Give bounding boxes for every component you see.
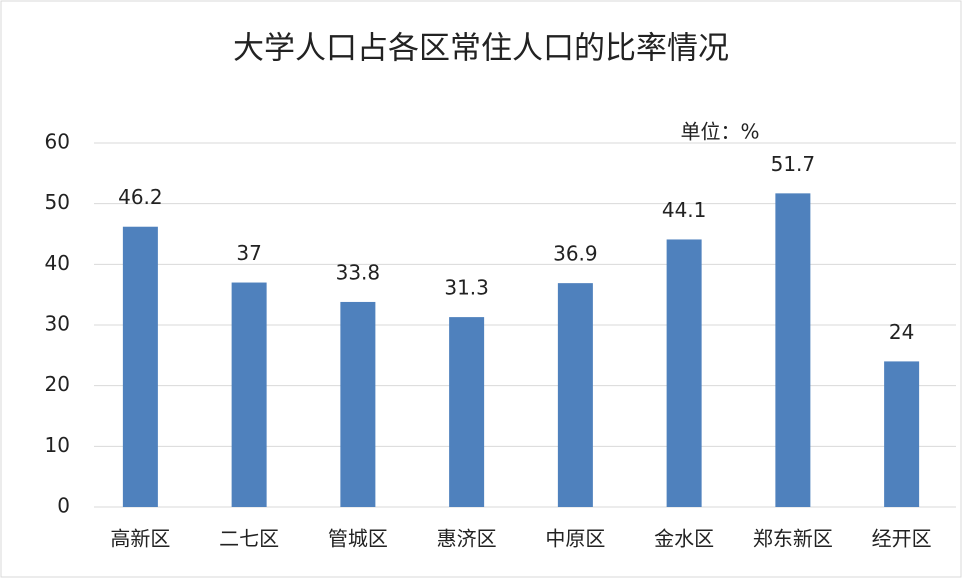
data-label: 31.3	[444, 276, 489, 300]
data-label: 51.7	[771, 152, 816, 176]
data-label: 36.9	[553, 242, 598, 266]
y-tick-label: 50	[45, 190, 70, 214]
x-tick-label: 惠济区	[437, 527, 497, 551]
bar	[557, 283, 593, 507]
x-tick-label: 郑东新区	[753, 527, 833, 551]
x-tick-label: 金水区	[654, 527, 714, 551]
data-label: 24	[889, 320, 914, 344]
bar	[449, 317, 485, 507]
x-tick-label: 高新区	[110, 527, 170, 551]
x-tick-label: 二七区	[219, 527, 279, 551]
y-tick-label: 40	[45, 251, 70, 275]
data-label: 37	[236, 241, 261, 265]
bar	[666, 239, 702, 507]
x-tick-label: 中原区	[545, 527, 605, 551]
x-tick-label: 管城区	[328, 527, 388, 551]
x-tick-label: 经开区	[872, 527, 932, 551]
y-tick-label: 0	[57, 494, 70, 518]
y-tick-label: 60	[45, 130, 70, 154]
unit-annotation: 单位：%	[680, 120, 759, 144]
chart-title: 大学人口占各区常住人口的比率情况	[233, 31, 729, 67]
bar	[884, 361, 920, 507]
data-label: 44.1	[662, 198, 707, 222]
bar	[122, 226, 158, 507]
y-tick-label: 10	[45, 433, 70, 457]
data-label: 33.8	[336, 260, 381, 284]
bar	[775, 193, 811, 507]
bar	[231, 282, 267, 507]
y-tick-label: 20	[45, 372, 70, 396]
bar	[340, 301, 376, 507]
data-label: 46.2	[118, 185, 163, 209]
y-tick-label: 30	[45, 312, 70, 336]
